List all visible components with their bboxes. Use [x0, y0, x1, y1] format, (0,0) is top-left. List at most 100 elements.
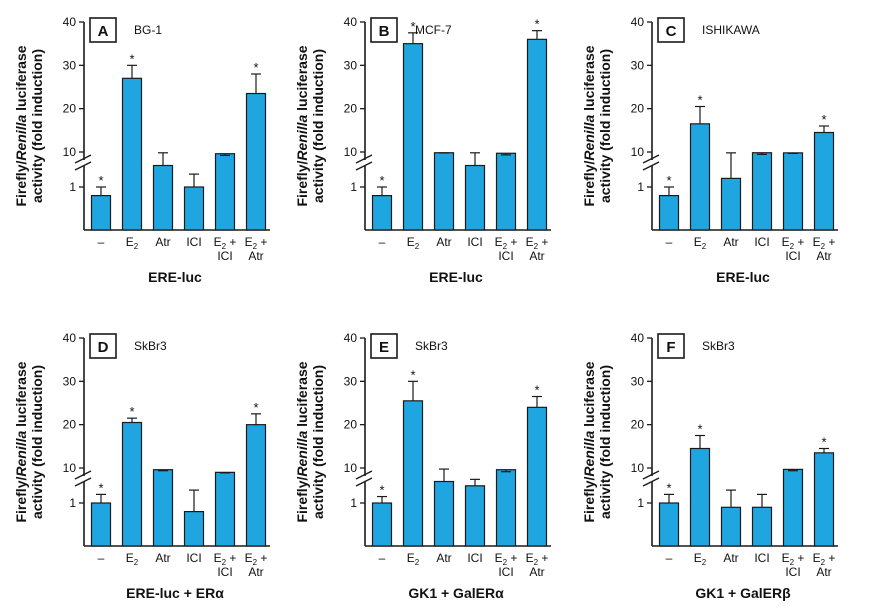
x-tick-label: ICI [217, 565, 232, 579]
bar [245, 424, 267, 547]
panel-letter: A [98, 23, 109, 40]
panel-letter: C [666, 23, 677, 40]
y-axis-label: Firefly/Renilla luciferase [581, 45, 597, 206]
x-tick-label: ICI [498, 249, 513, 263]
x-tick-label: ICI [186, 235, 201, 249]
bar [433, 152, 455, 231]
x-tick-label: – [379, 235, 386, 249]
x-tick-label: ICI [785, 249, 800, 263]
bar [371, 502, 393, 547]
x-tick-label: – [98, 235, 105, 249]
x-tick-label: E2 + [245, 551, 268, 567]
bar [526, 406, 548, 547]
panel-letter: B [379, 23, 390, 40]
x-tick-label: – [666, 235, 673, 249]
x-tick-label: E2 + [495, 551, 518, 567]
x-tick-label: E2 + [526, 235, 549, 251]
y-tick-label: 10 [63, 461, 77, 475]
x-tick-label: E2 [407, 551, 420, 567]
x-tick-label: ICI [217, 249, 232, 263]
panel-letter: D [98, 339, 109, 356]
bar [720, 177, 742, 231]
x-tick-label: Atr [436, 551, 451, 565]
x-tick-label: E2 [694, 551, 707, 567]
x-tick-label: Atr [529, 565, 544, 579]
bar [751, 152, 773, 231]
bar [433, 480, 455, 547]
x-axis-label: GK1 + GalERβ [695, 585, 791, 601]
significance-star: * [666, 480, 671, 495]
x-tick-label: E2 [126, 551, 139, 567]
x-tick-label: E2 + [813, 235, 836, 251]
panel-letter: F [666, 339, 675, 356]
x-tick-label: Atr [436, 235, 451, 249]
y-axis-label: activity (fold induction) [310, 49, 326, 203]
y-tick-label: 30 [344, 374, 358, 388]
y-tick-label: 40 [344, 15, 358, 29]
bar [782, 152, 804, 231]
y-tick-label: 10 [344, 461, 358, 475]
x-tick-label: ICI [754, 551, 769, 565]
x-tick-label: ICI [785, 565, 800, 579]
x-tick-label: E2 + [495, 235, 518, 251]
significance-star: * [129, 404, 134, 419]
axis-break-mark [355, 470, 373, 480]
axis-break-mark [355, 154, 373, 164]
x-tick-label: E2 [694, 235, 707, 251]
significance-star: * [410, 19, 415, 34]
significance-star: * [666, 173, 671, 188]
y-tick-label: 10 [631, 461, 645, 475]
y-axis-label: activity (fold induction) [597, 49, 613, 203]
bar [152, 164, 174, 231]
x-tick-label: Atr [529, 249, 544, 263]
y-tick-label: 20 [631, 102, 645, 116]
panel-letter-box [370, 333, 398, 359]
x-tick-label: – [379, 551, 386, 565]
panel-letter-box [370, 17, 398, 43]
bar [121, 77, 143, 231]
axis-break-mark [74, 470, 92, 480]
cell-line-label: MCF-7 [415, 23, 452, 37]
bar [751, 506, 773, 547]
x-tick-label: ICI [498, 565, 513, 579]
x-tick-label: Atr [248, 565, 263, 579]
bar [658, 502, 680, 547]
y-tick-label: 1 [69, 180, 76, 194]
cell-line-label: SkBr3 [415, 339, 448, 353]
x-tick-label: ICI [186, 551, 201, 565]
y-axis-label: activity (fold induction) [310, 365, 326, 519]
significance-star: * [98, 480, 103, 495]
y-axis-label: activity (fold induction) [597, 365, 613, 519]
significance-star: * [253, 400, 258, 415]
y-axis-label: Firefly/Renilla luciferase [581, 361, 597, 522]
x-tick-label: Atr [816, 249, 831, 263]
y-tick-label: 1 [637, 180, 644, 194]
significance-star: * [697, 422, 702, 437]
axis-break-mark [355, 161, 373, 171]
axis-break-mark [642, 154, 660, 164]
y-axis-label: Firefly/Renilla luciferase [13, 361, 29, 522]
y-tick-label: 20 [344, 418, 358, 432]
cell-line-label: SkBr3 [134, 339, 167, 353]
bar [689, 123, 711, 231]
y-axis-label: Firefly/Renilla luciferase [13, 45, 29, 206]
x-tick-label: Atr [155, 235, 170, 249]
bar [689, 447, 711, 547]
y-tick-label: 40 [344, 331, 358, 345]
significance-star: * [697, 93, 702, 108]
x-tick-label: Atr [723, 235, 738, 249]
x-tick-label: ICI [467, 235, 482, 249]
y-tick-label: 30 [63, 374, 77, 388]
panel-letter-box [89, 333, 117, 359]
bar [526, 38, 548, 231]
panel-letter-box [657, 333, 685, 359]
y-tick-label: 1 [350, 496, 357, 510]
y-tick-label: 40 [631, 15, 645, 29]
bar [720, 506, 742, 547]
x-tick-label: ICI [754, 235, 769, 249]
panel-letter: E [379, 339, 389, 356]
